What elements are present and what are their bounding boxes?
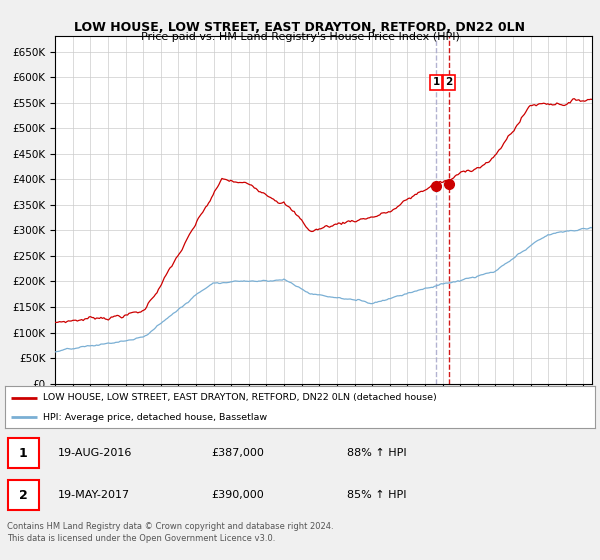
Text: 2: 2	[19, 488, 28, 502]
Text: Contains HM Land Registry data © Crown copyright and database right 2024.
This d: Contains HM Land Registry data © Crown c…	[7, 522, 334, 543]
FancyBboxPatch shape	[8, 480, 39, 510]
Text: 19-MAY-2017: 19-MAY-2017	[58, 490, 130, 500]
Text: 19-AUG-2016: 19-AUG-2016	[58, 448, 132, 458]
Text: £390,000: £390,000	[211, 490, 264, 500]
Text: 1: 1	[19, 446, 28, 460]
Text: 1: 1	[433, 77, 440, 87]
Text: 88% ↑ HPI: 88% ↑ HPI	[347, 448, 407, 458]
FancyBboxPatch shape	[8, 438, 39, 468]
Text: HPI: Average price, detached house, Bassetlaw: HPI: Average price, detached house, Bass…	[43, 413, 267, 422]
Text: 85% ↑ HPI: 85% ↑ HPI	[347, 490, 406, 500]
Text: LOW HOUSE, LOW STREET, EAST DRAYTON, RETFORD, DN22 0LN (detached house): LOW HOUSE, LOW STREET, EAST DRAYTON, RET…	[43, 393, 437, 402]
Text: 2: 2	[446, 77, 453, 87]
Text: LOW HOUSE, LOW STREET, EAST DRAYTON, RETFORD, DN22 0LN: LOW HOUSE, LOW STREET, EAST DRAYTON, RET…	[74, 21, 526, 34]
Text: Price paid vs. HM Land Registry's House Price Index (HPI): Price paid vs. HM Land Registry's House …	[140, 32, 460, 43]
Text: £387,000: £387,000	[211, 448, 264, 458]
